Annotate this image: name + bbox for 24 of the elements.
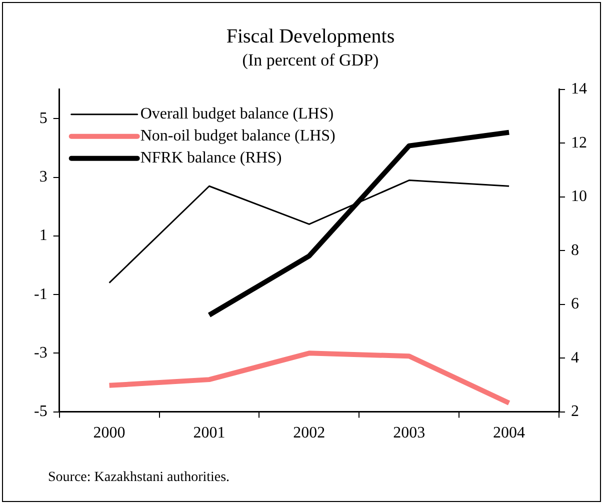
legend-label: Non-oil budget balance (LHS) (140, 128, 336, 145)
y2-tick-label: 10 (571, 188, 587, 206)
x-tick-label: 2000 (93, 424, 126, 442)
x-tick-label: 2002 (293, 424, 326, 442)
y-tick-label: 5 (39, 110, 48, 127)
y2-tick-label: 6 (571, 296, 579, 313)
y-tick-label: -5 (34, 403, 48, 420)
x-tick-label: 2004 (493, 424, 526, 442)
chart-subtitle: (In percent of GDP) (242, 50, 379, 70)
legend-label: NFRK balance (RHS) (140, 150, 282, 167)
legend-label: Overall budget balance (LHS) (140, 106, 334, 123)
y2-tick-label: 12 (571, 134, 587, 152)
source-note: Source: Kazakhstani authorities. (48, 470, 230, 485)
y-tick-label: -3 (34, 344, 48, 362)
chart-title: Fiscal Developments (226, 25, 395, 48)
y-tick-label: 3 (39, 168, 48, 186)
x-tick-label: 2001 (193, 424, 226, 442)
y2-tick-label: 4 (571, 349, 579, 366)
y-tick-label: 1 (39, 227, 48, 244)
y2-tick-label: 2 (571, 403, 579, 420)
y-tick-label: -1 (34, 286, 48, 303)
y2-tick-label: 14 (571, 80, 587, 98)
y2-tick-label: 8 (571, 242, 579, 259)
x-tick-label: 2003 (393, 424, 426, 442)
